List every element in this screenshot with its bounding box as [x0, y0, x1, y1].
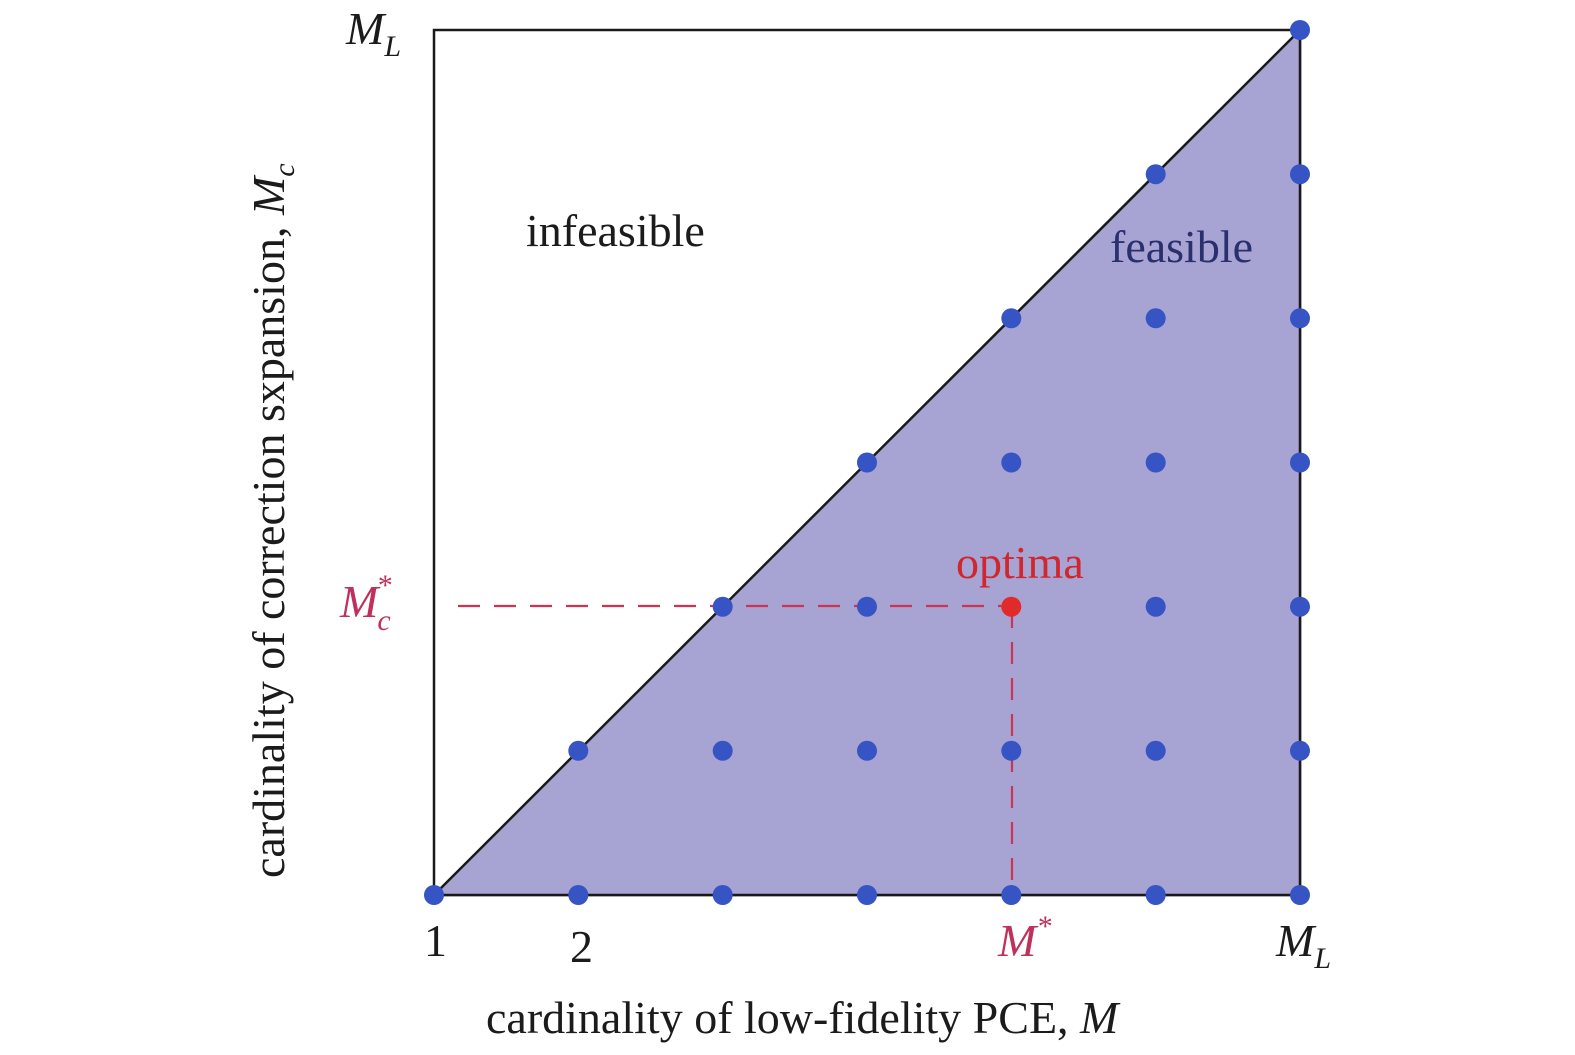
grid-point [1001, 740, 1022, 761]
grid-point [424, 885, 444, 905]
x-tick-1: 1 [424, 915, 447, 966]
grid-point [1290, 885, 1310, 905]
grid-point [568, 740, 589, 761]
grid-point [1290, 308, 1310, 329]
x-tick-2: 2 [570, 921, 593, 972]
grid-point [1001, 308, 1022, 329]
grid-point [1290, 596, 1310, 617]
feasible-label: feasible [1110, 221, 1253, 272]
y-axis-label: cardinality of correction sxpansion, Mc [243, 163, 301, 878]
grid-point [1145, 308, 1166, 329]
y-tick-ml: ML [345, 3, 401, 63]
x-tick-m-star: M* [997, 910, 1051, 966]
grid-point [712, 885, 733, 905]
grid-point [1001, 452, 1022, 473]
grid-point [1290, 740, 1310, 761]
grid-point [1290, 20, 1310, 40]
grid-point [1145, 164, 1166, 185]
design-points [424, 20, 1310, 905]
grid-point [857, 452, 877, 473]
optimum-label: optima [956, 537, 1084, 588]
x-tick-ml: ML [1275, 915, 1331, 975]
grid-point [1290, 452, 1310, 473]
grid-point [857, 885, 877, 905]
grid-point [1145, 452, 1166, 473]
grid-point [712, 740, 733, 761]
grid-point [1145, 885, 1166, 905]
infeasible-label: infeasible [526, 205, 705, 256]
optimum-point [1001, 596, 1022, 617]
grid-point [1145, 596, 1166, 617]
grid-point [712, 596, 733, 617]
grid-point [1001, 885, 1022, 905]
grid-point [857, 740, 877, 761]
grid-point [1145, 740, 1166, 761]
grid-point [857, 596, 877, 617]
x-axis-label: cardinality of low-fidelity PCE, M [486, 992, 1121, 1043]
grid-point [568, 885, 589, 905]
y-tick-mc-star: M* c [339, 569, 391, 637]
grid-point [1290, 164, 1310, 185]
